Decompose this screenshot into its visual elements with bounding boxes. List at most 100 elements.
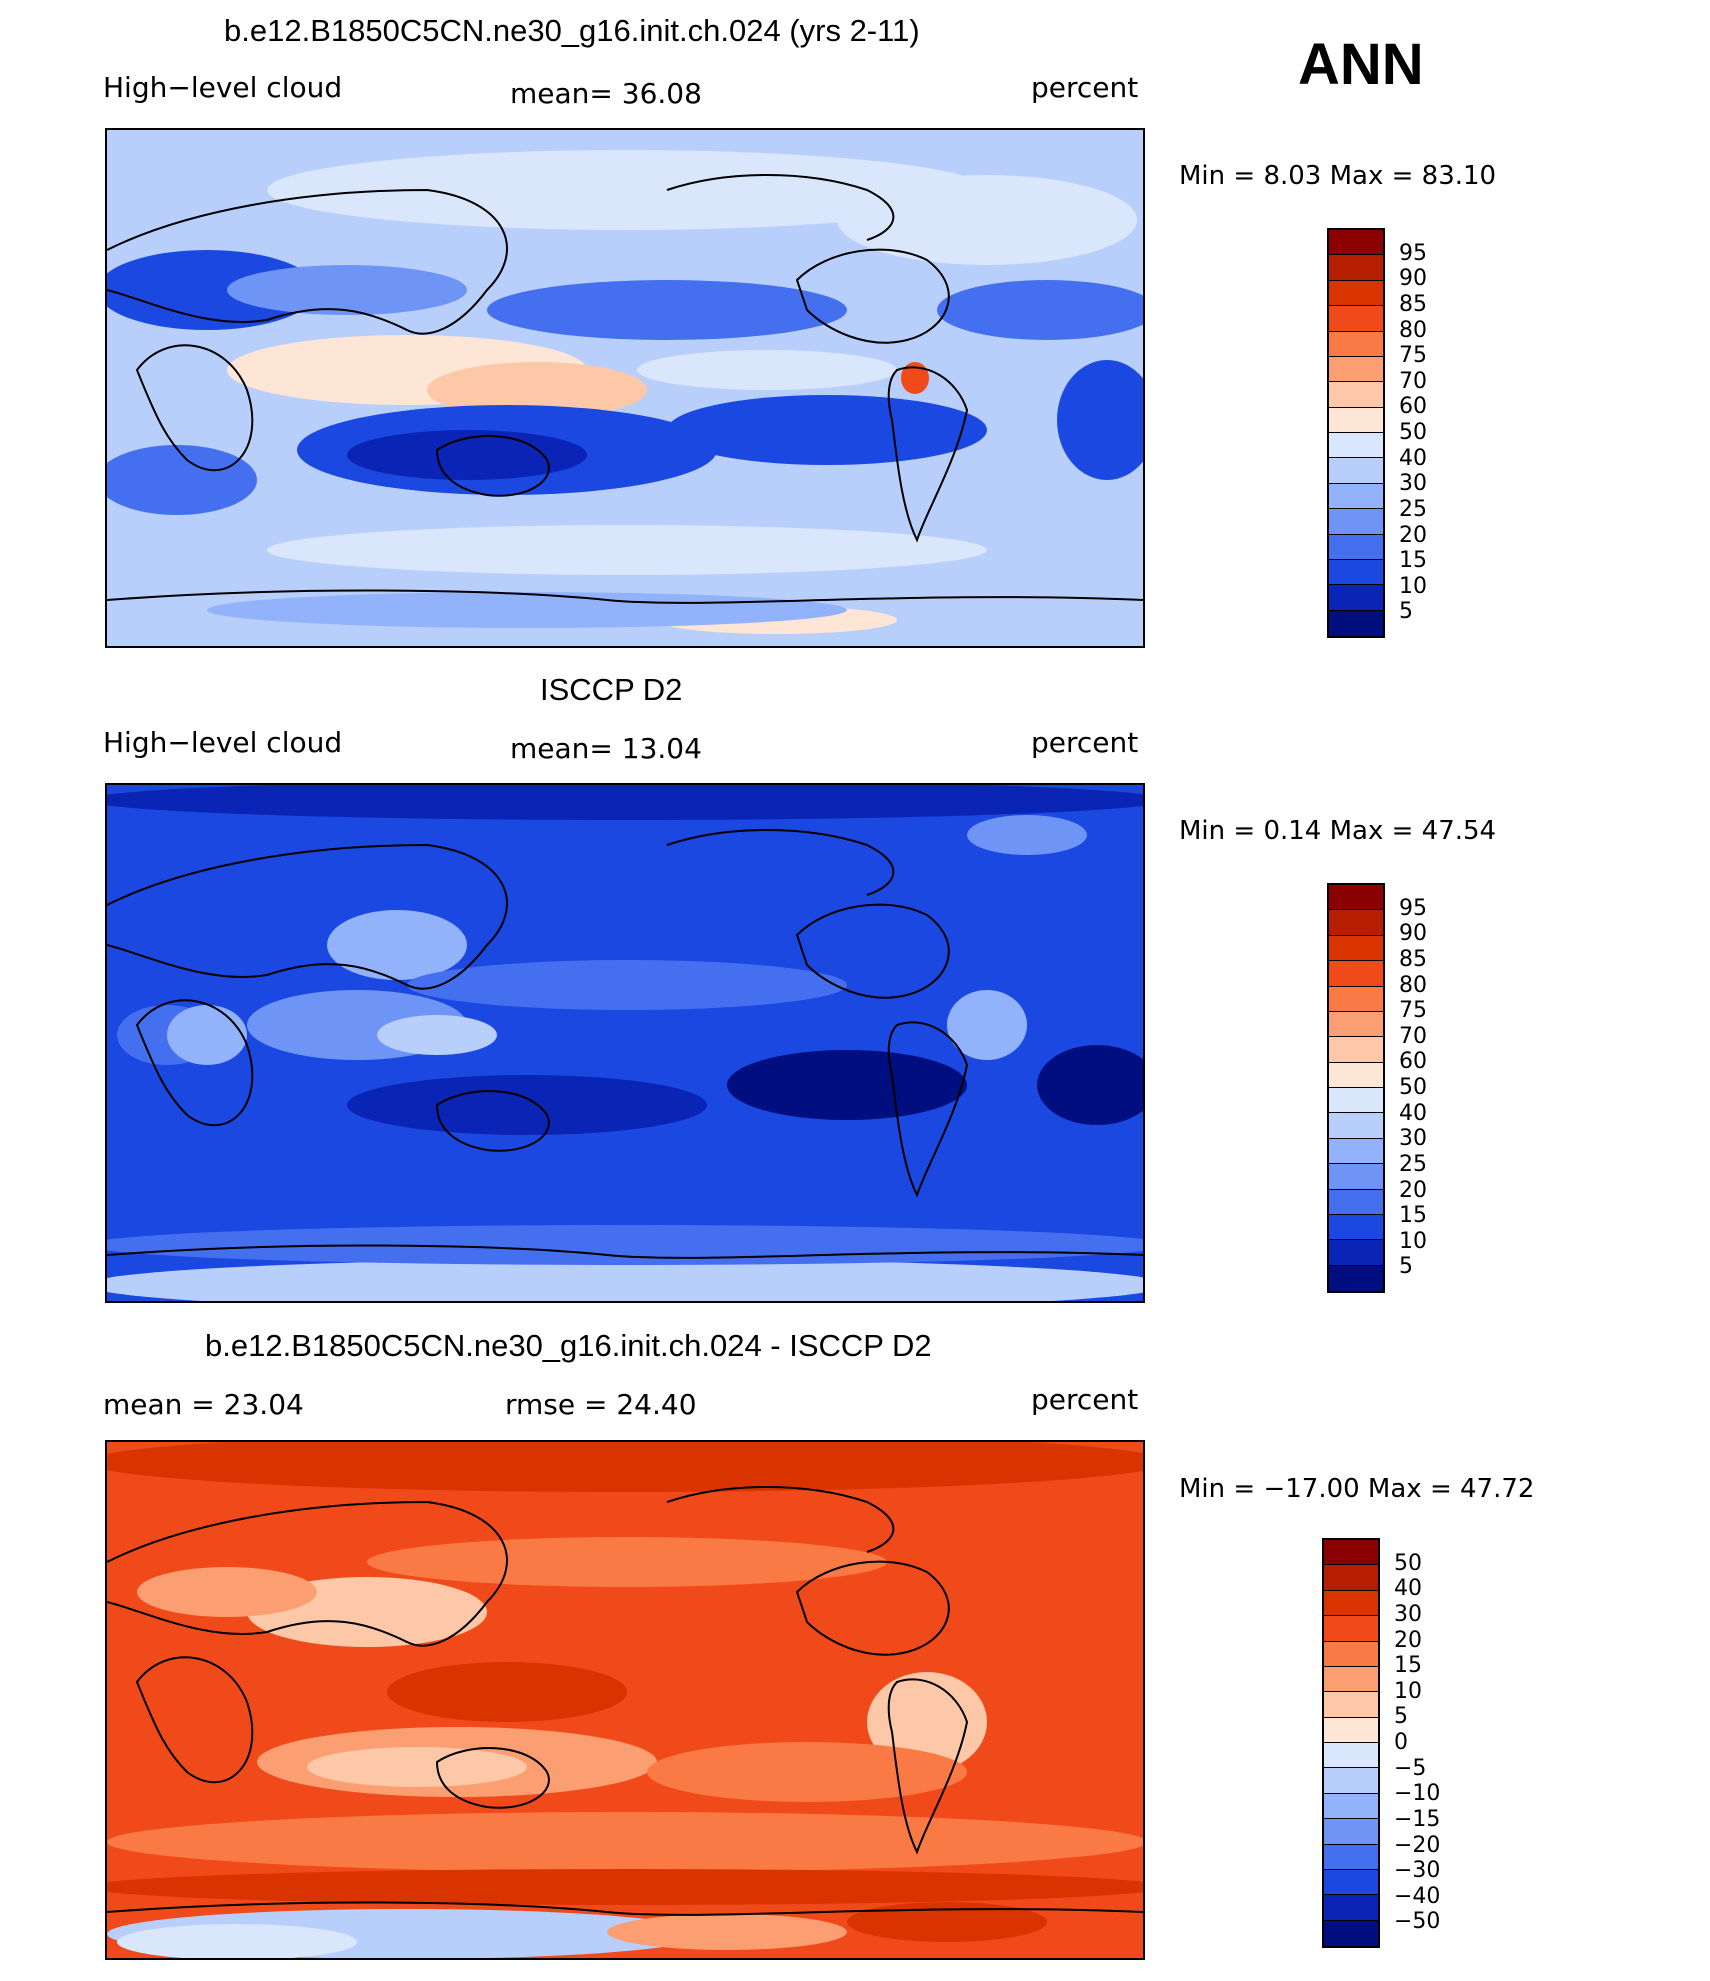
colorbar-swatch (1329, 433, 1383, 459)
colorbar-swatch (1329, 1164, 1383, 1190)
colorbar-swatch (1329, 1138, 1383, 1165)
colorbar-tick-label: 20 (1399, 1177, 1427, 1203)
colorbar-tick-label: 25 (1399, 1151, 1427, 1177)
rmse-label: rmse = 24.40 (505, 1388, 697, 1421)
colorbar-swatch (1329, 255, 1383, 281)
colorbar-swatch (1329, 306, 1383, 332)
minmax-label: Min = −17.00 Max = 47.72 (1179, 1474, 1535, 1504)
colorbar-swatch (1329, 910, 1383, 936)
colorbar-swatch (1329, 935, 1383, 962)
colorbar-swatch (1329, 1240, 1383, 1266)
colorbar-swatch (1324, 1844, 1378, 1870)
colorbar-tick-label: 15 (1399, 548, 1427, 574)
colorbar-swatch (1329, 885, 1383, 911)
colorbar-tick-label: 10 (1399, 1228, 1427, 1254)
colorbar-swatch (1324, 1590, 1378, 1617)
colorbar-tick-label: −20 (1394, 1832, 1441, 1858)
map-plot-obs (105, 783, 1145, 1303)
colorbar-tick-label: 25 (1399, 496, 1427, 522)
colorbar-tick-label: 5 (1399, 599, 1413, 625)
colorbar-tick-label: 50 (1399, 1075, 1427, 1100)
colorbar-tick-label: 30 (1399, 471, 1427, 497)
colorbar-swatch (1324, 1717, 1378, 1743)
map-field (107, 785, 1143, 1301)
colorbar-tick-label: 60 (1399, 394, 1427, 420)
colorbar (1322, 1538, 1380, 1948)
colorbar-tick-label: −50 (1394, 1909, 1441, 1935)
colorbar-swatch (1329, 1011, 1383, 1038)
colorbar-tick-label: 90 (1399, 266, 1427, 292)
colorbar-swatch (1329, 1214, 1383, 1241)
colorbar-swatch (1329, 534, 1383, 560)
minmax-label: Min = 0.14 Max = 47.54 (1179, 816, 1497, 846)
colorbar-tick-label: 75 (1399, 998, 1427, 1024)
colorbar-tick-label: 50 (1394, 1550, 1422, 1576)
colorbar-swatch (1324, 1540, 1378, 1566)
colorbar-swatch (1329, 382, 1383, 408)
map-plot-diff (105, 1440, 1145, 1960)
colorbar-tick-label: 80 (1399, 972, 1427, 998)
map-plot-model (105, 128, 1145, 648)
colorbar-swatch (1324, 1819, 1378, 1845)
colorbar-swatch (1329, 1062, 1383, 1088)
colorbar-tick-label: 10 (1394, 1678, 1422, 1704)
minmax-label: Min = 8.03 Max = 83.10 (1179, 161, 1497, 191)
colorbar (1327, 883, 1385, 1293)
units-label: percent (1031, 1383, 1139, 1416)
colorbar-tick-label: 85 (1399, 291, 1427, 317)
colorbar-tick-label: 10 (1399, 573, 1427, 599)
colorbar-swatch (1329, 280, 1383, 307)
panel-title: ISCCP D2 (540, 672, 683, 707)
colorbar-tick-label: 15 (1394, 1653, 1422, 1679)
colorbar-tick-label: 30 (1399, 1126, 1427, 1152)
colorbar-swatch (1329, 1189, 1383, 1215)
panel-title: b.e12.B1850C5CN.ne30_g16.init.ch.024 (yr… (224, 13, 920, 48)
colorbar-tick-label: 5 (1394, 1704, 1408, 1730)
colorbar-tick-label: 40 (1399, 1100, 1427, 1126)
colorbar-swatch (1329, 407, 1383, 433)
colorbar-swatch (1324, 1641, 1378, 1667)
colorbar-swatch (1329, 331, 1383, 357)
colorbar-swatch (1324, 1895, 1378, 1921)
panel-title: b.e12.B1850C5CN.ne30_g16.init.ch.024 - I… (205, 1328, 932, 1363)
colorbar-swatch (1329, 986, 1383, 1012)
mean-label: mean= 13.04 (510, 732, 702, 765)
colorbar-tick-label: 85 (1399, 946, 1427, 972)
units-label: percent (1031, 726, 1139, 759)
colorbar-tick-label: 0 (1394, 1730, 1408, 1755)
colorbar-tick-label: 75 (1399, 343, 1427, 369)
colorbar-tick-label: −40 (1394, 1883, 1441, 1909)
colorbar-swatch (1324, 1793, 1378, 1820)
colorbar-swatch (1329, 1265, 1383, 1291)
colorbar-tick-label: −15 (1394, 1806, 1441, 1832)
colorbar-tick-label: 20 (1394, 1627, 1422, 1653)
colorbar (1327, 228, 1385, 638)
colorbar-tick-label: 90 (1399, 921, 1427, 947)
mean-label: mean = 23.04 (103, 1388, 304, 1421)
colorbar-swatch (1324, 1666, 1378, 1693)
units-label: percent (1031, 71, 1139, 104)
colorbar-swatch (1329, 610, 1383, 636)
colorbar-tick-label: 40 (1399, 445, 1427, 471)
colorbar-tick-label: 5 (1399, 1254, 1413, 1280)
colorbar-tick-label: 30 (1394, 1601, 1422, 1627)
colorbar-tick-label: 95 (1399, 895, 1427, 921)
colorbar-swatch (1329, 509, 1383, 535)
colorbar-swatch (1324, 1692, 1378, 1718)
variable-label: High−level cloud (103, 71, 343, 104)
colorbar-tick-label: 70 (1399, 368, 1427, 394)
colorbar-tick-label: −5 (1394, 1755, 1427, 1781)
map-field (107, 1442, 1143, 1958)
map-field (107, 130, 1143, 646)
colorbar-swatch (1329, 1088, 1383, 1114)
colorbar-swatch (1324, 1768, 1378, 1794)
colorbar-tick-label: 95 (1399, 240, 1427, 266)
colorbar-swatch (1324, 1920, 1378, 1946)
colorbar-swatch (1324, 1743, 1378, 1769)
colorbar-swatch (1329, 356, 1383, 383)
colorbar-swatch (1329, 961, 1383, 987)
colorbar-swatch (1329, 1113, 1383, 1139)
colorbar-swatch (1324, 1565, 1378, 1591)
colorbar-swatch (1324, 1869, 1378, 1896)
colorbar-swatch (1329, 585, 1383, 611)
